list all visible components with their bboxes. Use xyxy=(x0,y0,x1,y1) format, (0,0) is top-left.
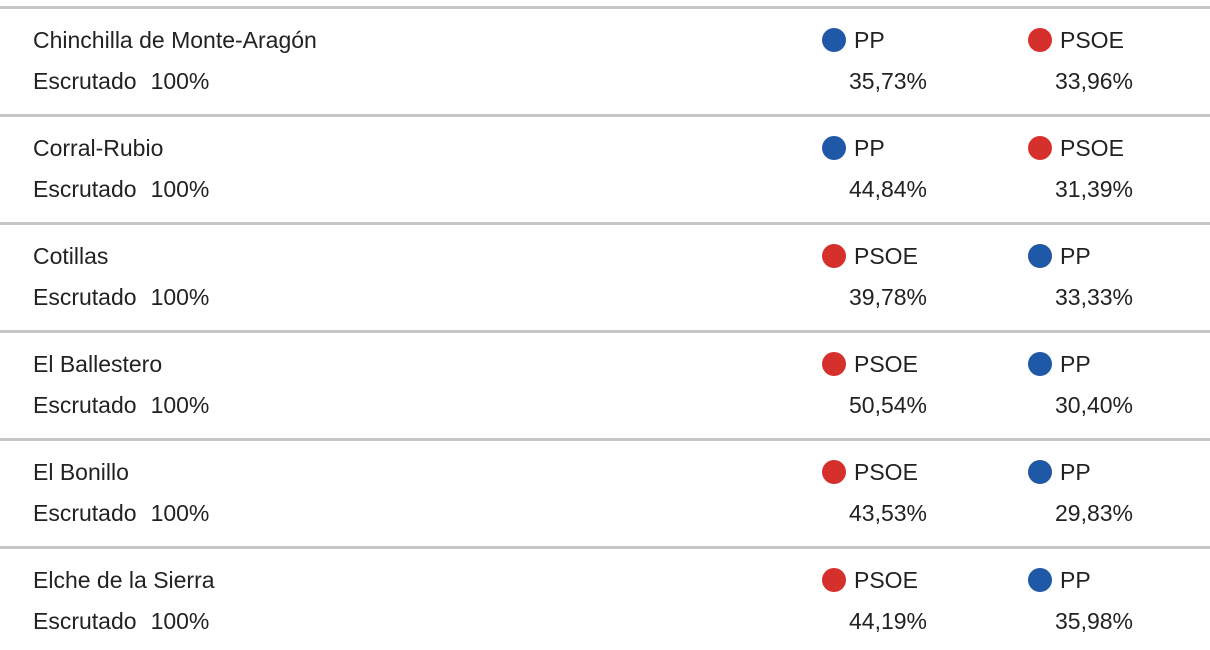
party-name: PSOE xyxy=(854,243,918,269)
list-item[interactable]: El Ballestero Escrutado 100% PSOE PP 50,5… xyxy=(0,330,1210,438)
list-item[interactable]: Corral-Rubio Escrutado 100% PP PSOE 44,84… xyxy=(0,114,1210,222)
second-party: PP xyxy=(1028,241,1091,271)
party-name: PP xyxy=(1060,567,1091,593)
scrutiny-percent: 100% xyxy=(150,68,210,94)
municipality-name: El Ballestero xyxy=(33,351,163,377)
party-color-dot-icon xyxy=(822,28,846,52)
municipality-name: Corral-Rubio xyxy=(33,135,164,161)
party-name: PSOE xyxy=(854,351,918,377)
first-party-percent: 35,73% xyxy=(848,68,927,94)
party-color-dot-icon xyxy=(1028,28,1052,52)
list-item[interactable]: El Bonillo Escrutado 100% PSOE PP 43,53% … xyxy=(0,438,1210,546)
scrutiny-percent: 100% xyxy=(150,284,210,310)
party-color-dot-icon xyxy=(822,352,846,376)
second-party: PSOE xyxy=(1028,25,1124,55)
first-party: PSOE xyxy=(822,565,918,595)
first-party-percent: 44,84% xyxy=(848,176,927,202)
second-party-percent: 35,98% xyxy=(1054,608,1133,634)
scrutiny-status: Escrutado 100% xyxy=(33,174,209,204)
party-color-dot-icon xyxy=(822,244,846,268)
scrutiny-percent: 100% xyxy=(150,176,210,202)
party-name: PSOE xyxy=(1060,27,1124,53)
municipality-name: Cotillas xyxy=(33,243,109,269)
scrutiny-label: Escrutado xyxy=(33,392,137,418)
list-item[interactable]: Cotillas Escrutado 100% PSOE PP 39,78% 33… xyxy=(0,222,1210,330)
scrutiny-percent: 100% xyxy=(150,392,210,418)
scrutiny-status: Escrutado 100% xyxy=(33,390,209,420)
scrutiny-status: Escrutado 100% xyxy=(33,282,209,312)
party-color-dot-icon xyxy=(1028,460,1052,484)
first-party-percent: 39,78% xyxy=(848,284,927,310)
first-party: PP xyxy=(822,25,885,55)
party-color-dot-icon xyxy=(822,136,846,160)
second-party-percent: 33,96% xyxy=(1054,68,1133,94)
party-name: PSOE xyxy=(854,459,918,485)
first-party: PP xyxy=(822,133,885,163)
scrutiny-label: Escrutado xyxy=(33,176,137,202)
second-party: PP xyxy=(1028,565,1091,595)
party-name: PP xyxy=(854,135,885,161)
scrutiny-percent: 100% xyxy=(150,608,210,634)
party-color-dot-icon xyxy=(1028,568,1052,592)
scrutiny-label: Escrutado xyxy=(33,284,137,310)
second-party-percent: 33,33% xyxy=(1054,284,1133,310)
party-color-dot-icon xyxy=(822,460,846,484)
second-party: PP xyxy=(1028,349,1091,379)
first-party-percent: 43,53% xyxy=(848,500,927,526)
scrutiny-status: Escrutado 100% xyxy=(33,66,209,96)
party-color-dot-icon xyxy=(822,568,846,592)
second-party-percent: 31,39% xyxy=(1054,176,1133,202)
party-color-dot-icon xyxy=(1028,352,1052,376)
scrutiny-label: Escrutado xyxy=(33,500,137,526)
scrutiny-percent: 100% xyxy=(150,500,210,526)
first-party: PSOE xyxy=(822,457,918,487)
second-party-percent: 30,40% xyxy=(1054,392,1133,418)
second-party: PP xyxy=(1028,457,1091,487)
second-party: PSOE xyxy=(1028,133,1124,163)
party-name: PP xyxy=(854,27,885,53)
party-name: PP xyxy=(1060,351,1091,377)
party-color-dot-icon xyxy=(1028,244,1052,268)
party-color-dot-icon xyxy=(1028,136,1052,160)
municipality-name: Chinchilla de Monte-Aragón xyxy=(33,27,317,53)
scrutiny-label: Escrutado xyxy=(33,608,137,634)
municipality-name: El Bonillo xyxy=(33,459,129,485)
first-party-percent: 50,54% xyxy=(848,392,927,418)
list-item[interactable]: Elche de la Sierra Escrutado 100% PSOE PP… xyxy=(0,546,1210,650)
second-party-percent: 29,83% xyxy=(1054,500,1133,526)
first-party-percent: 44,19% xyxy=(848,608,927,634)
scrutiny-status: Escrutado 100% xyxy=(33,498,209,528)
first-party: PSOE xyxy=(822,241,918,271)
party-name: PP xyxy=(1060,459,1091,485)
scrutiny-label: Escrutado xyxy=(33,68,137,94)
party-name: PSOE xyxy=(854,567,918,593)
party-name: PSOE xyxy=(1060,135,1124,161)
list-item[interactable]: Chinchilla de Monte-Aragón Escrutado 100%… xyxy=(0,6,1210,114)
municipality-name: Elche de la Sierra xyxy=(33,567,215,593)
first-party: PSOE xyxy=(822,349,918,379)
scrutiny-status: Escrutado 100% xyxy=(33,606,209,636)
party-name: PP xyxy=(1060,243,1091,269)
